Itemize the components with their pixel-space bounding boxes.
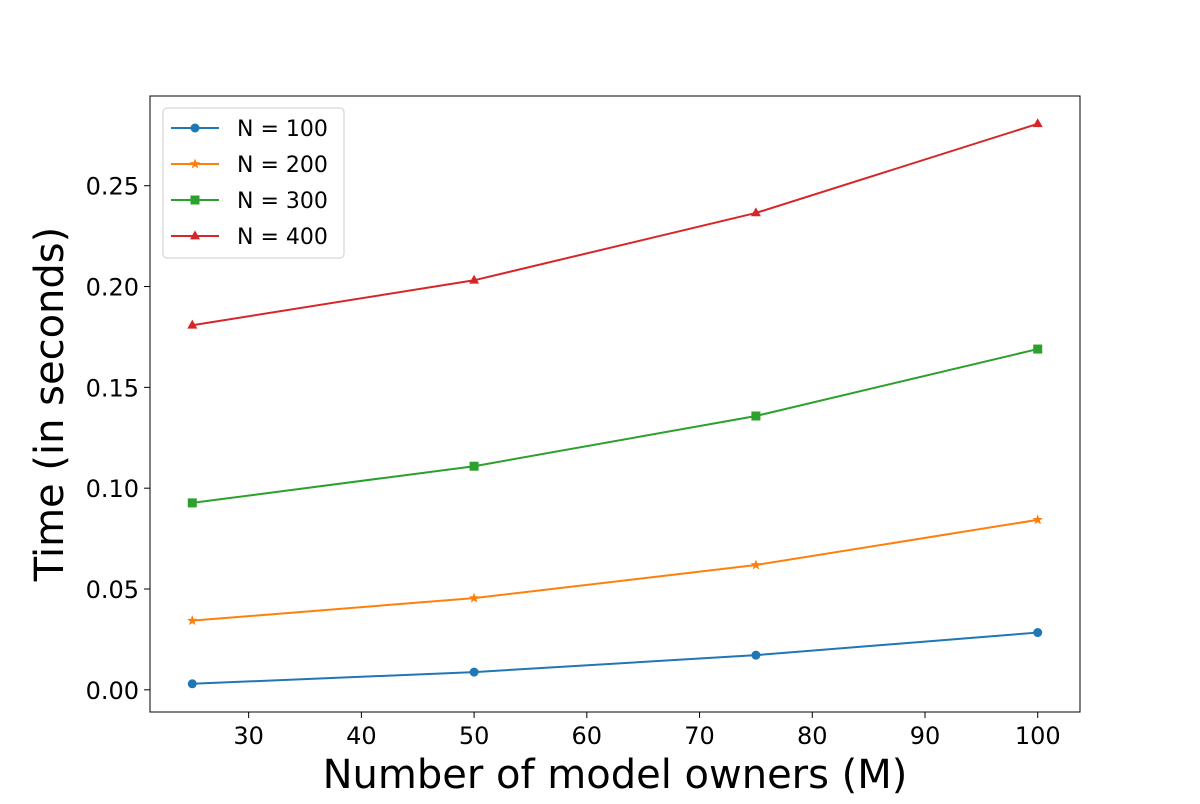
- legend-item: N = 300: [171, 189, 328, 214]
- data-point: [1032, 514, 1043, 525]
- legend-label: N = 200: [237, 153, 328, 178]
- x-axis-label: Number of model owners (M): [323, 752, 908, 798]
- series-4: [187, 118, 1043, 329]
- series-3: [187, 344, 1043, 508]
- x-tick-label: 50: [459, 722, 490, 750]
- x-tick-label: 80: [797, 722, 828, 750]
- legend: N = 100 N = 200 N = 300 N = 400: [162, 107, 345, 259]
- x-tick-label: 100: [1015, 722, 1061, 750]
- legend-item: N = 200: [171, 153, 328, 178]
- data-point: [751, 650, 761, 660]
- data-point: [187, 679, 197, 689]
- legend-marker: [190, 195, 200, 205]
- y-tick-label: 0.00: [86, 677, 139, 705]
- y-tick-label: 0.20: [86, 274, 139, 302]
- series-line: [192, 631, 1038, 685]
- legend-label: N = 400: [237, 225, 328, 250]
- series-line: [192, 348, 1038, 504]
- series-layer: [187, 118, 1043, 689]
- data-point: [1033, 344, 1043, 354]
- plot-frame: [149, 95, 1081, 713]
- legend-marker: [189, 230, 201, 240]
- x-tick-label: 70: [684, 722, 715, 750]
- x-tick-label: 60: [572, 722, 603, 750]
- x-tick-label: 90: [910, 722, 941, 750]
- y-tick-label: 0.05: [86, 576, 139, 604]
- data-point: [468, 592, 480, 603]
- data-point: [469, 461, 479, 471]
- legend-item: N = 400: [171, 225, 328, 250]
- legend-label: N = 100: [237, 117, 328, 142]
- y-axis-label: Time (in seconds): [27, 227, 73, 583]
- data-point: [750, 207, 761, 217]
- data-point: [187, 319, 198, 329]
- y-tick-label: 0.10: [86, 475, 139, 503]
- legend-item: N = 100: [171, 117, 328, 142]
- series-line: [192, 122, 1039, 327]
- data-point: [469, 667, 479, 677]
- legend-label: N = 300: [237, 189, 328, 214]
- x-tick-label: 30: [233, 722, 264, 750]
- data-point: [187, 498, 197, 508]
- y-tick-label: 0.25: [86, 173, 139, 201]
- x-tick-label: 40: [346, 722, 377, 750]
- series-1: [187, 628, 1043, 689]
- series-2: [187, 514, 1043, 626]
- series-line: [192, 518, 1038, 622]
- data-point: [187, 615, 198, 626]
- legend-marker: [189, 158, 201, 169]
- data-point: [469, 274, 480, 284]
- data-point: [1033, 628, 1043, 638]
- ticks-layer: 30 40 50 60 70 80 90 100 0.00 0.05 0.10 0.15 0.20 0.2…: [86, 173, 1061, 750]
- legend-frame: [162, 107, 345, 259]
- data-point: [1032, 118, 1043, 128]
- data-point: [751, 411, 761, 421]
- data-point: [750, 559, 762, 570]
- y-tick-label: 0.15: [86, 374, 139, 402]
- legend-marker: [190, 123, 200, 133]
